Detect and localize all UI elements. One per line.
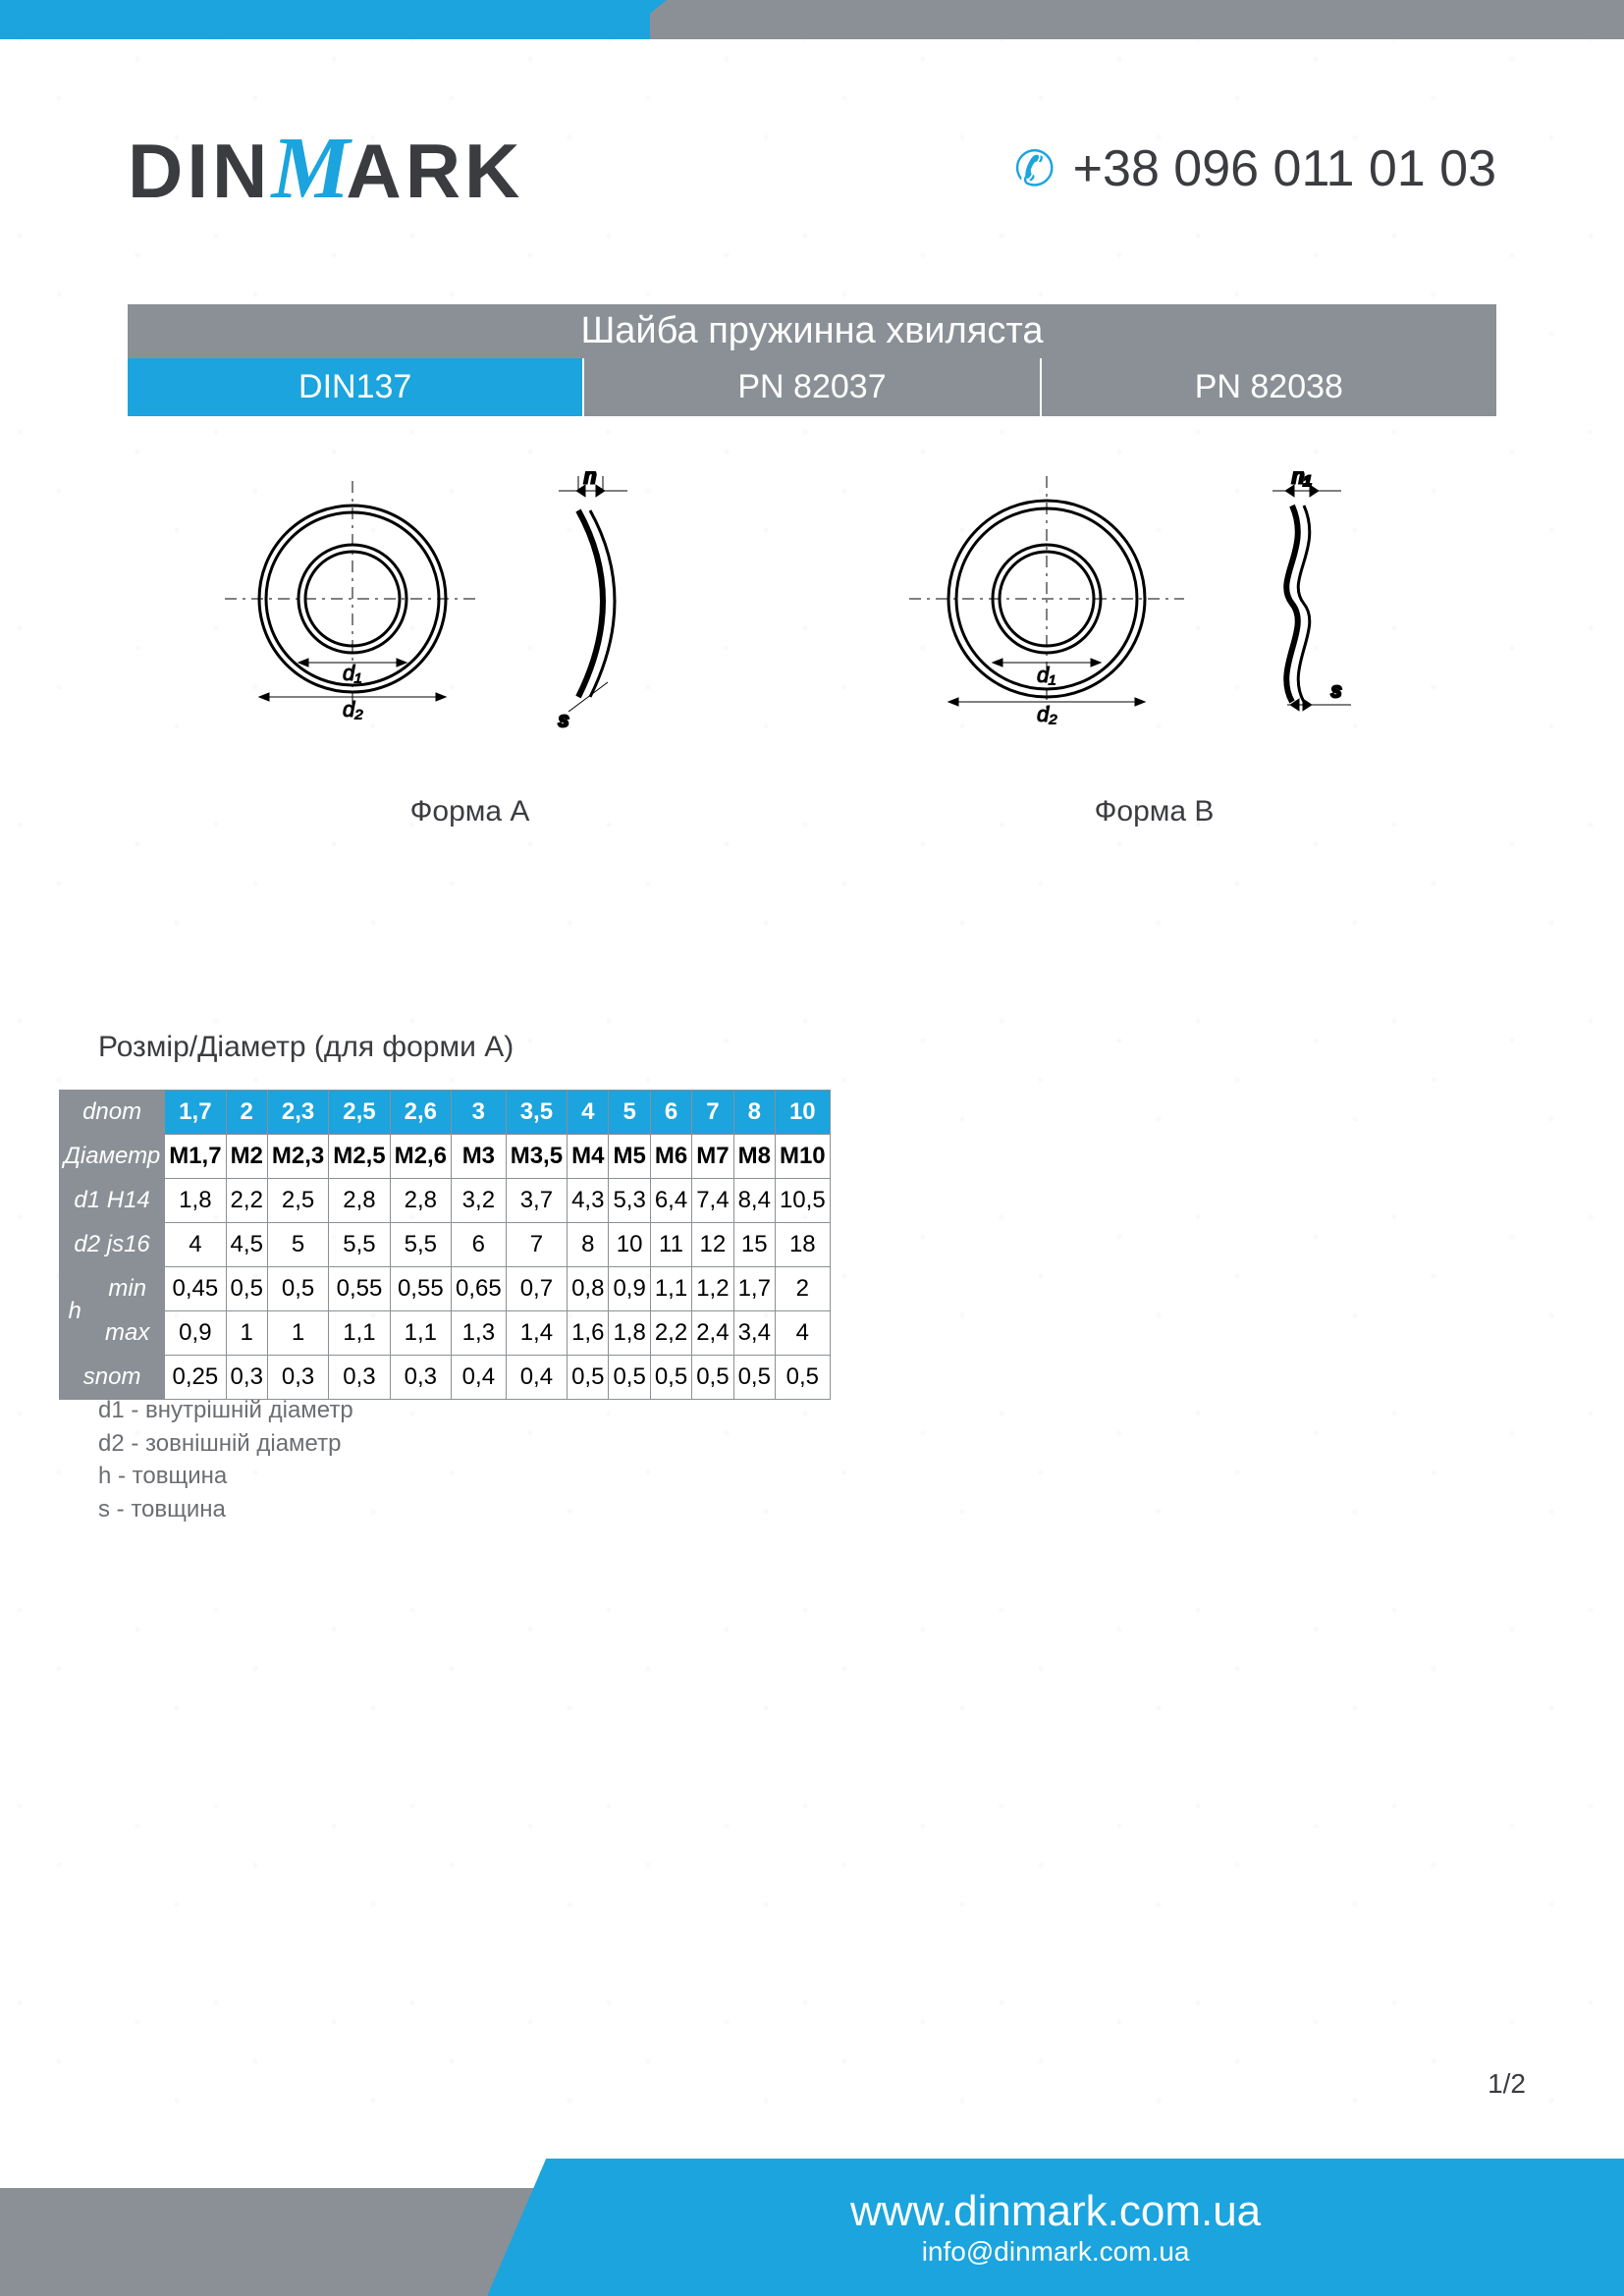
table-caption: Розмір/Діаметр (для форми A) xyxy=(98,1031,514,1064)
title-bar: Шайба пружинна хвиляста DIN137 PN 82037 … xyxy=(128,304,1496,416)
row-dnom: dnom 1,7 2 2,3 2,5 2,6 3 3,5 4 5 6 7 8 1… xyxy=(60,1091,831,1135)
svg-text:s: s xyxy=(1331,680,1341,702)
main-title: Шайба пружинна хвиляста xyxy=(128,304,1496,358)
label-d1: d1 H14 xyxy=(60,1179,165,1223)
diagram-a-label: Форма A xyxy=(410,795,530,828)
diagrams-area: d₁ d₂ h s Форма A xyxy=(128,471,1496,828)
phone-icon: ✆ xyxy=(1014,140,1056,197)
phone-number: +38 096 011 01 03 xyxy=(1073,139,1496,198)
label-hmin: min xyxy=(90,1267,165,1311)
row-hmin: h min 0,450,50,50,550,550,650,70,80,91,1… xyxy=(60,1267,831,1311)
svg-text:d₂: d₂ xyxy=(1037,702,1057,726)
label-h: h xyxy=(60,1267,90,1356)
footer-email: info@dinmark.com.ua xyxy=(922,2236,1190,2268)
standard-pn82038: PN 82038 xyxy=(1042,358,1496,416)
standard-pn82037: PN 82037 xyxy=(584,358,1041,416)
logo-m: M xyxy=(271,120,346,217)
page-number: 1/2 xyxy=(1488,2068,1526,2100)
row-d2: d2 js16 44,555,55,56781011121518 xyxy=(60,1223,831,1267)
diagram-a-svg: d₁ d₂ h s xyxy=(215,471,726,746)
phone-block: ✆ +38 096 011 01 03 xyxy=(1014,139,1496,198)
standard-din137: DIN137 xyxy=(128,358,584,416)
row-diameter: Діаметр M1,7M2M2,3M2,5M2,6M3M3,5M4M5M6M7… xyxy=(60,1135,831,1179)
legend: d1 - внутрішній діаметр d2 - зовнішній д… xyxy=(98,1394,353,1525)
svg-text:d₁: d₁ xyxy=(343,661,361,685)
dimensions-table: dnom 1,7 2 2,3 2,5 2,6 3 3,5 4 5 6 7 8 1… xyxy=(59,1090,831,1400)
svg-text:s: s xyxy=(559,710,568,731)
header: DINMARK ✆ +38 096 011 01 03 xyxy=(0,118,1624,219)
logo-post: ARK xyxy=(346,128,523,214)
top-stripe xyxy=(0,0,1624,59)
diagram-b-svg: d₁ d₂ h₁ s xyxy=(899,471,1410,746)
legend-h: h - товщина xyxy=(98,1460,353,1493)
row-snom: snom 0,250,30,30,30,30,40,40,50,50,50,50… xyxy=(60,1356,831,1400)
svg-text:h: h xyxy=(584,471,596,488)
diagram-form-b: d₁ d₂ h₁ s Форма B xyxy=(899,471,1410,828)
footer-url: www.dinmark.com.ua xyxy=(850,2187,1261,2236)
svg-text:d₁: d₁ xyxy=(1037,663,1056,687)
logo-pre: DIN xyxy=(128,128,271,214)
diagram-b-label: Форма B xyxy=(1095,795,1215,828)
legend-d1: d1 - внутрішній діаметр xyxy=(98,1394,353,1427)
row-hmax: max 0,9111,11,11,31,41,61,82,22,43,44 xyxy=(60,1311,831,1356)
row-d1: d1 H14 1,82,22,52,82,83,23,74,35,36,47,4… xyxy=(60,1179,831,1223)
label-diameter: Діаметр xyxy=(60,1135,165,1179)
legend-d2: d2 - зовнішній діаметр xyxy=(98,1427,353,1461)
svg-text:h₁: h₁ xyxy=(1292,471,1311,488)
label-d2: d2 js16 xyxy=(60,1223,165,1267)
legend-s: s - товщина xyxy=(98,1493,353,1526)
hdr-dnom-label: dnom xyxy=(60,1091,165,1135)
standards-row: DIN137 PN 82037 PN 82038 xyxy=(128,358,1496,416)
footer: www.dinmark.com.ua info@dinmark.com.ua xyxy=(0,2149,1624,2296)
label-snom: snom xyxy=(60,1356,165,1400)
label-hmax: max xyxy=(90,1311,165,1356)
diagram-form-a: d₁ d₂ h s Форма A xyxy=(215,471,726,828)
svg-text:d₂: d₂ xyxy=(343,697,363,721)
logo: DINMARK xyxy=(128,118,523,219)
